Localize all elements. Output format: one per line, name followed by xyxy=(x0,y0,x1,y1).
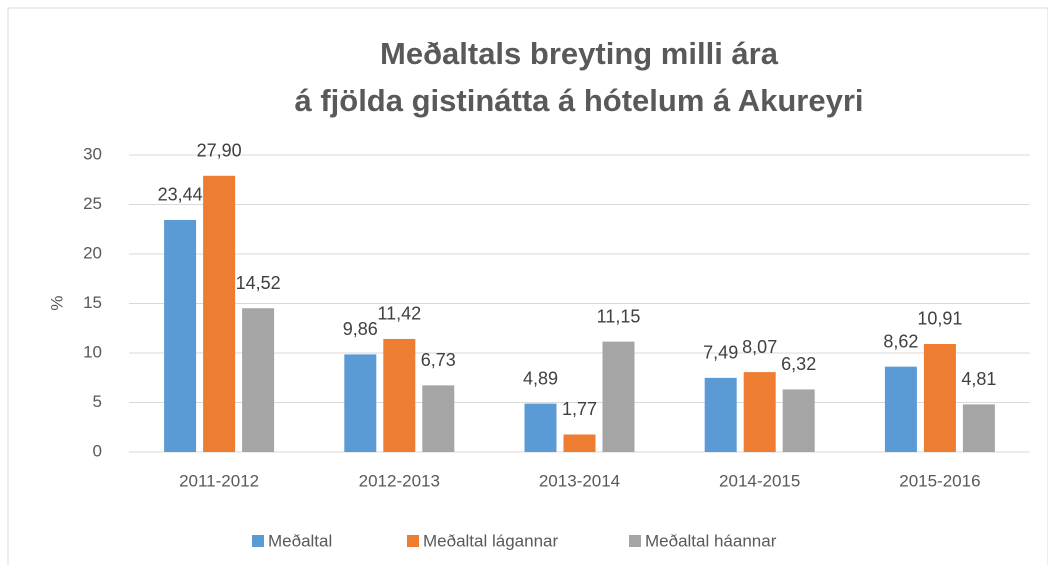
bar xyxy=(563,434,596,452)
bar xyxy=(923,343,956,452)
x-tick-label: 2011-2012 xyxy=(179,471,259,490)
y-tick-label: 25 xyxy=(83,194,102,213)
bar xyxy=(344,354,377,452)
chart-title: á fjölda gistinátta á hótelum á Akureyri xyxy=(294,83,863,118)
legend-label: Meðaltal háannar xyxy=(645,531,777,550)
value-label: 7,49 xyxy=(703,343,738,363)
x-tick-label: 2015-2016 xyxy=(899,471,980,490)
value-label: 4,81 xyxy=(961,369,996,389)
y-tick-label: 15 xyxy=(83,293,102,312)
value-label: 14,52 xyxy=(236,273,281,293)
bar xyxy=(383,338,416,452)
x-tick-label: 2014-2015 xyxy=(719,471,800,490)
y-tick-label: 5 xyxy=(93,392,102,411)
value-label: 8,07 xyxy=(742,337,777,357)
bar xyxy=(203,175,236,453)
value-label: 4,89 xyxy=(523,368,558,388)
x-tick-label: 2013-2014 xyxy=(539,471,620,490)
legend-swatch xyxy=(407,535,419,547)
y-tick-label: 10 xyxy=(83,342,102,361)
value-label: 27,90 xyxy=(197,141,242,161)
value-label: 6,32 xyxy=(781,354,816,374)
bar xyxy=(524,403,557,452)
bar xyxy=(242,308,275,452)
y-tick-label: 20 xyxy=(83,243,102,262)
legend-swatch xyxy=(629,535,641,547)
value-label: 11,15 xyxy=(597,306,641,326)
x-tick-label: 2012-2013 xyxy=(359,471,440,490)
y-tick-label: 0 xyxy=(93,441,102,460)
bar xyxy=(884,366,917,452)
bar xyxy=(704,377,737,452)
bar xyxy=(962,404,995,452)
value-label: 6,73 xyxy=(421,350,456,370)
legend-swatch xyxy=(252,535,264,547)
value-label: 23,44 xyxy=(158,185,203,205)
bar xyxy=(164,219,197,452)
value-label: 9,86 xyxy=(343,319,378,339)
value-label: 1,77 xyxy=(562,399,597,419)
value-label: 11,42 xyxy=(377,304,421,324)
bar xyxy=(743,372,776,452)
bar xyxy=(782,389,815,452)
y-tick-label: 30 xyxy=(83,144,102,163)
value-label: 8,62 xyxy=(883,331,918,351)
bar xyxy=(422,385,455,452)
legend-label: Meðaltal lágannar xyxy=(423,531,558,550)
y-axis-label: % xyxy=(47,295,66,310)
chart-title: Meðaltals breyting milli ára xyxy=(380,36,779,71)
bar xyxy=(602,341,635,452)
legend-label: Meðaltal xyxy=(268,531,332,550)
value-label: 10,91 xyxy=(917,309,962,329)
